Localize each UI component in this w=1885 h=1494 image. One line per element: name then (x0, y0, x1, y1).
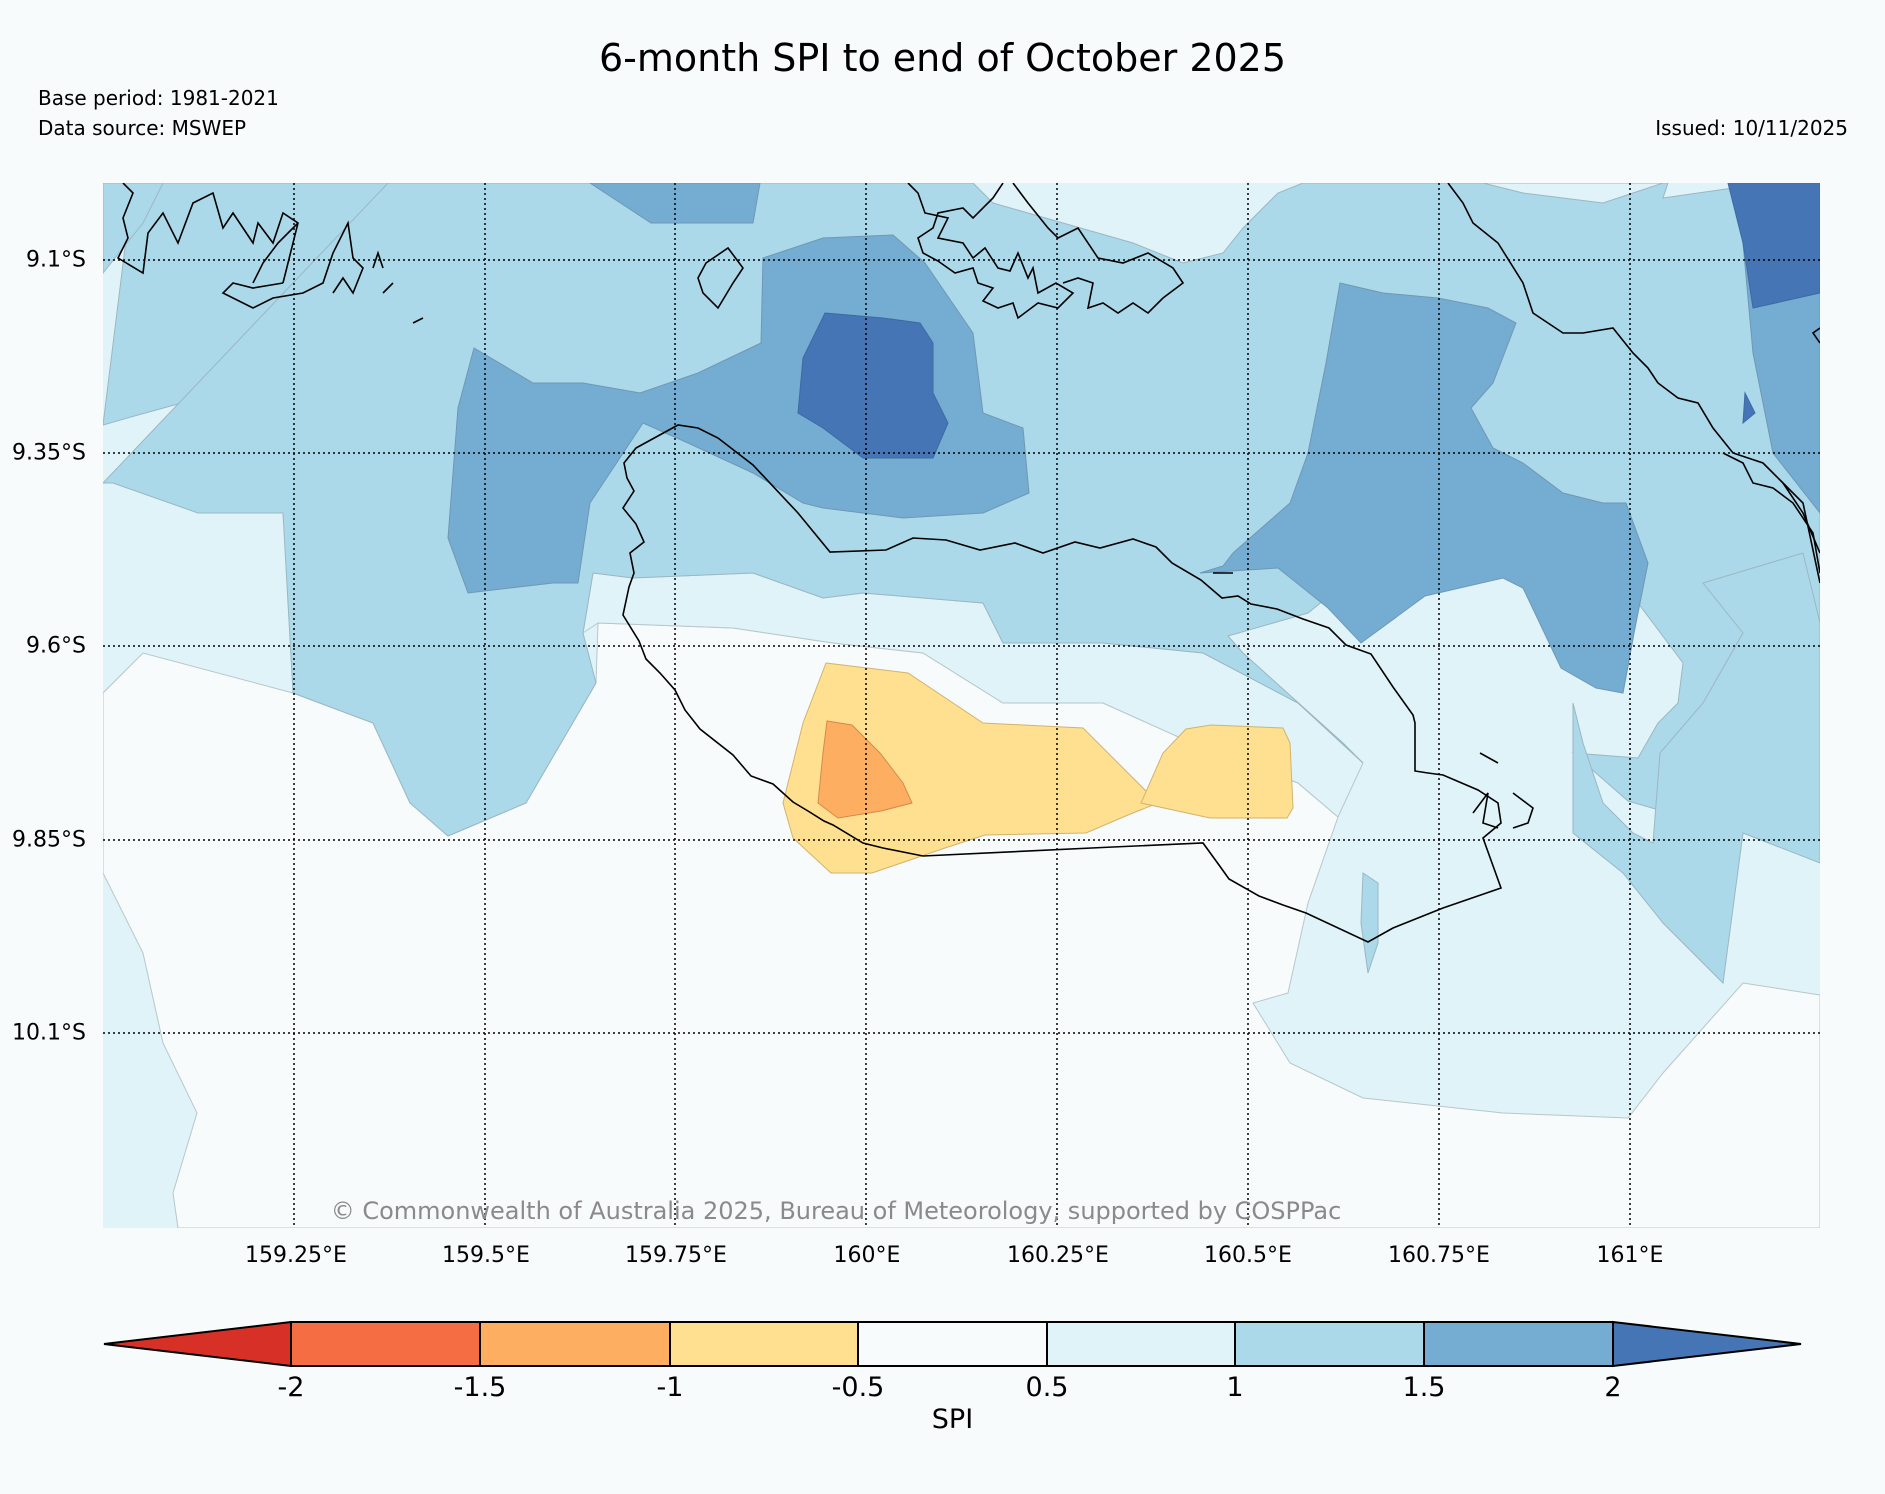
lat-label-9.35: 9.35°S (12, 440, 86, 466)
colorbar-tick: 1 (1226, 1372, 1244, 1403)
graticule (103, 183, 1820, 1228)
colorbar-segment (1234, 1321, 1425, 1367)
lon-label-160: 160°E (833, 1243, 901, 1268)
lon-label-160.5: 160.5°E (1204, 1243, 1292, 1268)
lon-label-159.5: 159.5°E (442, 1243, 530, 1268)
colorbar-segment (103, 1320, 292, 1368)
colorbar-tick: 2 (1604, 1372, 1622, 1403)
spi-region-dry-moderate (782, 662, 1294, 874)
lat-label-9.6: 9.6°S (26, 633, 86, 659)
colorbar-segment (479, 1321, 671, 1367)
colorbar-tick: 0.5 (1025, 1372, 1069, 1403)
colorbar-tick: -0.5 (831, 1372, 885, 1403)
issued-date: Issued: 10/11/2025 (1655, 116, 1848, 140)
lon-label-160.25: 160.25°E (1007, 1243, 1109, 1268)
lon-label-160.75: 160.75°E (1388, 1243, 1490, 1268)
lat-label-9.1: 9.1°S (26, 247, 86, 273)
colorbar-tick: 1.5 (1402, 1372, 1446, 1403)
copyright-notice: © Commonwealth of Australia 2025, Bureau… (330, 1197, 1342, 1225)
lon-label-159.25: 159.25°E (245, 1243, 347, 1268)
coastlines (116, 183, 1820, 943)
colorbar-segment (669, 1321, 859, 1367)
data-source: Data source: MSWEP (38, 116, 247, 140)
colorbar-segment (1046, 1321, 1236, 1367)
colorbar-tick: -1.5 (453, 1372, 507, 1403)
page-title: 6-month SPI to end of October 2025 (598, 36, 1287, 80)
lat-label-9.85: 9.85°S (12, 827, 86, 853)
lon-label-159.75: 159.75°E (625, 1243, 727, 1268)
colorbar-segment (290, 1321, 481, 1367)
spi-region-above-2 (797, 183, 1820, 459)
colorbar-tick: -1 (656, 1372, 684, 1403)
colorbar-label: SPI (931, 1404, 974, 1435)
lat-label-10.1: 10.1°S (12, 1020, 86, 1046)
colorbar-segment (857, 1321, 1048, 1367)
colorbar (103, 1320, 1802, 1368)
lon-label-161: 161°E (1596, 1243, 1664, 1268)
colorbar-tick: -2 (277, 1372, 305, 1403)
colorbar-segment (1612, 1320, 1802, 1368)
spi-map (103, 183, 1820, 1228)
colorbar-segment (1423, 1321, 1614, 1367)
base-period: Base period: 1981-2021 (38, 86, 279, 110)
